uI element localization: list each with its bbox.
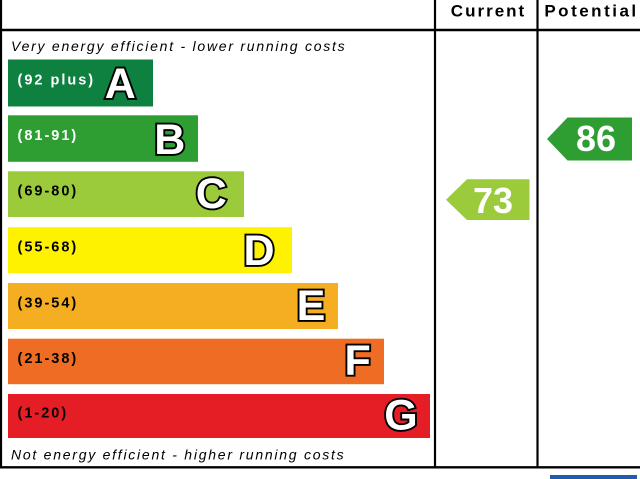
svg-text:(39-54): (39-54) (18, 296, 79, 312)
svg-text:(81-91): (81-91) (18, 128, 79, 144)
svg-text:86: 86 (576, 118, 616, 159)
svg-text:Potential: Potential (544, 2, 638, 21)
svg-text:G: G (384, 392, 417, 440)
svg-text:B: B (154, 116, 185, 164)
svg-text:(21-38): (21-38) (18, 351, 79, 367)
svg-text:A: A (105, 60, 136, 108)
svg-text:E: E (297, 282, 326, 330)
svg-text:Not energy efficient - higher: Not energy efficient - higher running co… (11, 447, 345, 463)
svg-text:C: C (196, 170, 227, 218)
svg-text:(55-68): (55-68) (18, 240, 79, 256)
svg-text:Current: Current (451, 2, 526, 21)
svg-text:(1-20): (1-20) (18, 406, 69, 422)
svg-text:(69-80): (69-80) (18, 184, 79, 200)
svg-text:F: F (345, 337, 371, 385)
svg-text:Very energy efficient - lower: Very energy efficient - lower running co… (11, 38, 346, 54)
svg-text:73: 73 (473, 180, 513, 221)
svg-text:D: D (244, 227, 275, 275)
svg-text:(92 plus): (92 plus) (18, 73, 96, 89)
